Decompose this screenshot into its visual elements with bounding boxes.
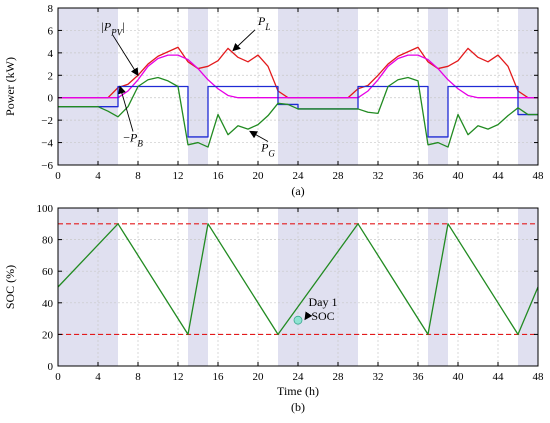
annotation-label: SOC: [311, 309, 334, 323]
x-tick-label: 16: [213, 170, 225, 182]
x-tick-label: 16: [213, 371, 225, 383]
shaded-intervals: [58, 8, 538, 165]
x-tick-label: 24: [293, 170, 305, 182]
shaded-interval: [188, 8, 208, 165]
shaded-interval: [188, 208, 208, 366]
x-tick-label: 12: [173, 371, 184, 383]
x-tick-label: 8: [135, 371, 141, 383]
y-tick-label: 6: [48, 25, 54, 37]
shaded-interval: [58, 8, 118, 165]
x-tick-label: 48: [533, 170, 545, 182]
y-tick-label: 2: [48, 70, 54, 82]
x-tick-label: 0: [55, 371, 61, 383]
x-tick-label: 4: [95, 371, 101, 383]
x-tick-label: 12: [173, 170, 184, 182]
series-lines: [58, 46, 538, 148]
annotation-label: PG: [260, 141, 275, 159]
y-tick-label: 80: [42, 235, 54, 247]
y-axis-label: Power (kW): [3, 57, 17, 116]
shaded-intervals: [58, 208, 538, 366]
caption-a: (a): [291, 184, 304, 198]
x-tick-label: 8: [135, 170, 141, 182]
day1-soc-marker: [293, 315, 303, 325]
annotation-label: PL: [257, 14, 270, 32]
x-tick-label: 0: [55, 170, 61, 182]
y-tick-label: 4: [48, 48, 54, 60]
x-tick-label: 28: [333, 371, 345, 383]
annotations: |PPV| PL −PB PG: [101, 14, 275, 159]
reference-lines: [58, 223, 538, 335]
annotation-arrow: [232, 29, 256, 52]
x-tick-label: 36: [413, 371, 425, 383]
y-tick-label: 60: [42, 266, 54, 278]
series-lines: [57, 223, 539, 336]
y-tick-label: 0: [48, 93, 54, 105]
annotation-label: |PPV|: [101, 19, 124, 37]
x-tick-label: 20: [253, 371, 265, 383]
series-p-pv: [58, 54, 538, 99]
annotation-arrow: [249, 130, 269, 142]
shaded-interval: [58, 208, 118, 366]
x-tick-label: 20: [253, 170, 265, 182]
y-tick-label: 20: [42, 329, 54, 341]
x-tick-label: 36: [413, 170, 425, 182]
x-tick-label: 4: [95, 170, 101, 182]
shaded-interval: [278, 8, 358, 165]
x-tick-label: 28: [333, 170, 345, 182]
y-tick-label: −2: [41, 115, 53, 127]
shaded-interval: [428, 208, 448, 366]
annotation-arrow: [118, 85, 134, 132]
y-axis-label: SOC (%): [3, 265, 17, 309]
y-tick-label: −4: [41, 138, 53, 150]
y-tick-label: 100: [37, 203, 54, 215]
x-tick-label: 44: [493, 170, 505, 182]
series-soc: [57, 223, 539, 336]
x-tick-label: 32: [373, 170, 384, 182]
x-tick-label: 24: [293, 371, 305, 383]
annotation-label: Day 1: [309, 295, 338, 309]
x-tick-label: 32: [373, 371, 384, 383]
x-tick-label: 40: [453, 371, 465, 383]
shaded-interval: [518, 8, 538, 165]
annotation-arrow: [304, 311, 313, 321]
x-tick-label: 40: [453, 170, 465, 182]
shaded-interval: [518, 208, 538, 366]
x-tick-label: 48: [533, 371, 545, 383]
series-p-b: [58, 85, 538, 138]
y-tick-label: 0: [48, 361, 54, 373]
shaded-interval: [278, 208, 358, 366]
y-tick-label: −6: [41, 160, 53, 172]
x-tick-label: 44: [493, 371, 505, 383]
x-axis-label: Time (h): [277, 384, 319, 398]
annotation-arrow: [112, 35, 139, 77]
shaded-interval: [428, 8, 448, 165]
caption-b: (b): [291, 400, 305, 414]
annotation-label: −PB: [123, 130, 143, 148]
series-p-g: [58, 76, 538, 148]
y-tick-label: 8: [48, 3, 54, 15]
y-tick-label: 40: [42, 298, 54, 310]
